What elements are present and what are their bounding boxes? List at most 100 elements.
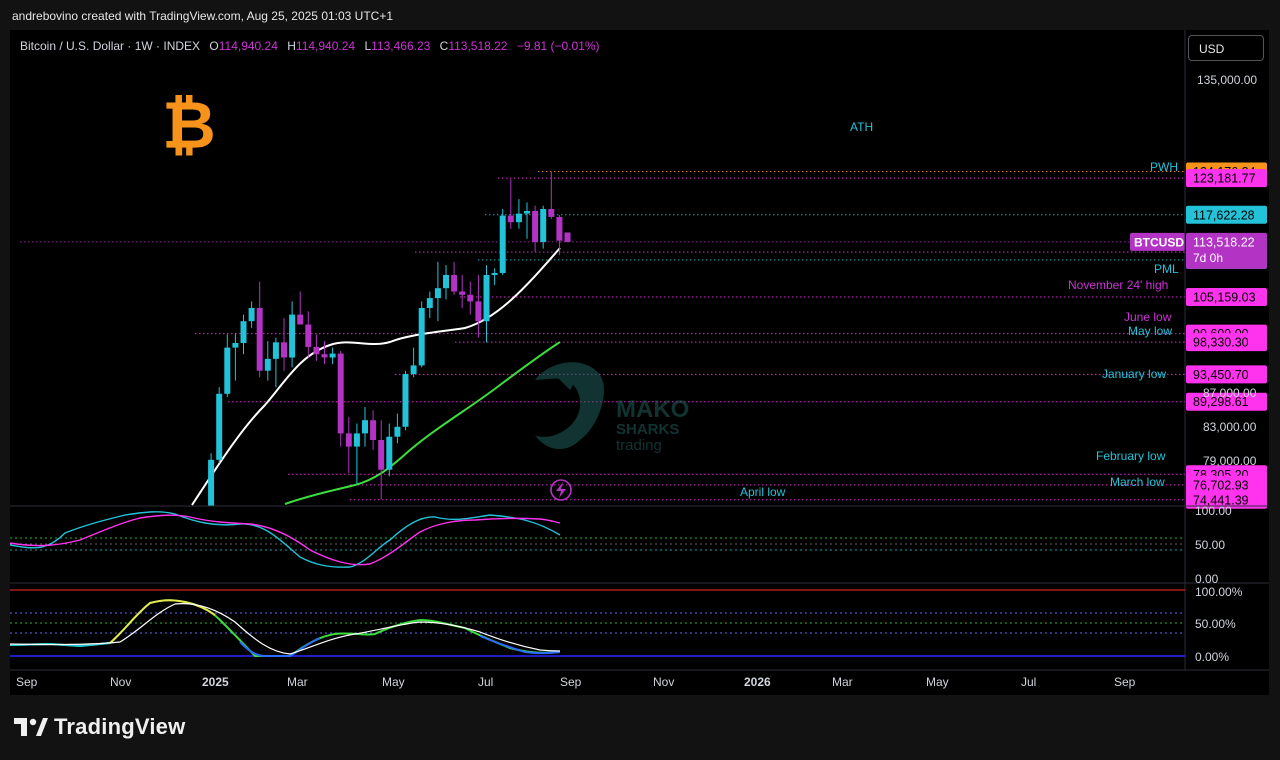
- candle[interactable]: [337, 350, 344, 447]
- currency-button[interactable]: USD: [1188, 35, 1264, 61]
- level-label: April low: [740, 485, 786, 499]
- price-tag[interactable]: 76,702.93: [1186, 475, 1267, 494]
- tradingview-logo-icon: [14, 718, 48, 736]
- candle[interactable]: [386, 423, 393, 477]
- candle[interactable]: [491, 268, 498, 285]
- candle[interactable]: [426, 291, 433, 318]
- chart-canvas[interactable]: MAKO SHARKS trading 124,176.34ATH123,181…: [10, 30, 1269, 695]
- candle[interactable]: [434, 261, 441, 322]
- candle-body: [321, 354, 328, 358]
- price-tag[interactable]: 105,159.03: [1186, 288, 1267, 307]
- candle[interactable]: [483, 265, 490, 343]
- candle[interactable]: [459, 275, 466, 308]
- flash-icon[interactable]: [550, 479, 572, 501]
- time-tick: Sep: [560, 675, 582, 689]
- candle[interactable]: [345, 416, 352, 473]
- candle[interactable]: [402, 370, 409, 431]
- candle-body: [264, 358, 271, 371]
- candle-body: [305, 324, 312, 347]
- candle[interactable]: [370, 410, 377, 450]
- l-value: 113,466.23: [371, 39, 430, 53]
- price-tick-79000: 79,000.00: [1203, 454, 1257, 468]
- price-axis[interactable]: 135,000.00 87,000.00 83,000.00 79,000.00: [1197, 73, 1257, 468]
- candle[interactable]: [264, 341, 271, 381]
- candle[interactable]: [216, 387, 223, 464]
- stoch-tick-100: 100.00%: [1195, 585, 1243, 599]
- candle[interactable]: [564, 232, 571, 243]
- candle[interactable]: [289, 301, 296, 368]
- candle[interactable]: [281, 317, 287, 371]
- candle[interactable]: [248, 301, 255, 328]
- stoch-tick-0: 0.00%: [1195, 650, 1229, 664]
- candle[interactable]: [410, 347, 417, 378]
- time-axis[interactable]: Sep Nov 2025 Mar May Jul Sep Nov 2026 Mar May Jul Se…: [16, 675, 1136, 689]
- candle[interactable]: [540, 205, 547, 249]
- attribution-text: andrebovino created with TradingView.com…: [12, 9, 394, 23]
- time-tick: May: [926, 675, 949, 689]
- candle-body: [248, 308, 255, 322]
- price-tag[interactable]: 98,330.30: [1186, 333, 1267, 352]
- candle[interactable]: [451, 261, 458, 295]
- change-value: −9.81 (−0.01%): [517, 39, 600, 53]
- stoch-d-line: [10, 603, 561, 655]
- chart-frame[interactable]: [10, 30, 1269, 695]
- o-label: O: [209, 39, 218, 53]
- watermark-line-1: MAKO: [616, 396, 689, 423]
- candle[interactable]: [443, 265, 449, 300]
- candle[interactable]: [272, 337, 279, 388]
- candle-body: [329, 353, 336, 358]
- price-tag[interactable]: 93,450.70: [1186, 365, 1267, 384]
- level-label: ATH: [850, 120, 873, 134]
- candle[interactable]: [475, 275, 482, 338]
- candle[interactable]: [532, 205, 539, 252]
- candle[interactable]: [305, 311, 312, 358]
- candle[interactable]: [313, 334, 320, 361]
- price-tag[interactable]: 123,181.77: [1186, 169, 1267, 188]
- rsi-pane[interactable]: 100.00 50.00 0.00: [10, 504, 1232, 586]
- candle[interactable]: [362, 407, 368, 447]
- rsi-ma-line: [10, 514, 561, 566]
- time-tick: Mar: [287, 675, 308, 689]
- candle[interactable]: [515, 199, 522, 229]
- candle[interactable]: [499, 209, 506, 275]
- current-price-bg: [1186, 232, 1267, 269]
- candle[interactable]: [548, 171, 555, 219]
- tradingview-brand[interactable]: TradingView: [14, 714, 185, 740]
- candle-body: [524, 210, 530, 214]
- candle-body: [402, 374, 409, 427]
- candle[interactable]: [208, 453, 215, 506]
- rsi-tick-0: 0.00: [1195, 572, 1219, 586]
- candle[interactable]: [297, 291, 304, 325]
- symbol-badge: [1130, 232, 1185, 251]
- stoch-pane[interactable]: 100.00% 50.00% 0.00%: [10, 585, 1243, 664]
- price-tag[interactable]: 117,622.28: [1186, 205, 1267, 224]
- candle-body: [410, 365, 417, 374]
- candle[interactable]: [256, 281, 263, 378]
- candle[interactable]: [524, 202, 530, 239]
- candle[interactable]: [507, 179, 514, 229]
- price-tag[interactable]: 89,298.61: [1186, 392, 1267, 411]
- candle[interactable]: [418, 301, 425, 368]
- candle[interactable]: [232, 333, 239, 381]
- candle-body: [548, 209, 555, 217]
- candle-body: [483, 275, 490, 322]
- price-tag-value: 89,298.61: [1193, 395, 1249, 409]
- level-label: June low: [1124, 310, 1172, 324]
- candle[interactable]: [467, 281, 474, 315]
- candle[interactable]: [240, 314, 247, 355]
- candle[interactable]: [378, 420, 385, 500]
- candles: [208, 171, 571, 506]
- candle-body: [313, 346, 320, 355]
- candle-body: [281, 342, 287, 358]
- level-lines: [20, 171, 1185, 501]
- candle[interactable]: [556, 214, 563, 256]
- current-price-tag[interactable]: BTCUSD 113,518.22 7d 0h: [1130, 232, 1267, 269]
- candle[interactable]: [329, 347, 336, 365]
- candle[interactable]: [353, 423, 360, 485]
- candle[interactable]: [321, 341, 328, 365]
- candle[interactable]: [394, 413, 401, 444]
- time-tick: Mar: [832, 675, 853, 689]
- candle-body: [443, 275, 449, 289]
- candle[interactable]: [224, 334, 231, 398]
- price-tag[interactable]: 74,441.39: [1186, 490, 1267, 509]
